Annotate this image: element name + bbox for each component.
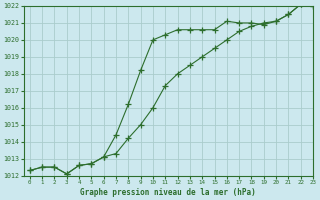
X-axis label: Graphe pression niveau de la mer (hPa): Graphe pression niveau de la mer (hPa): [80, 188, 256, 197]
